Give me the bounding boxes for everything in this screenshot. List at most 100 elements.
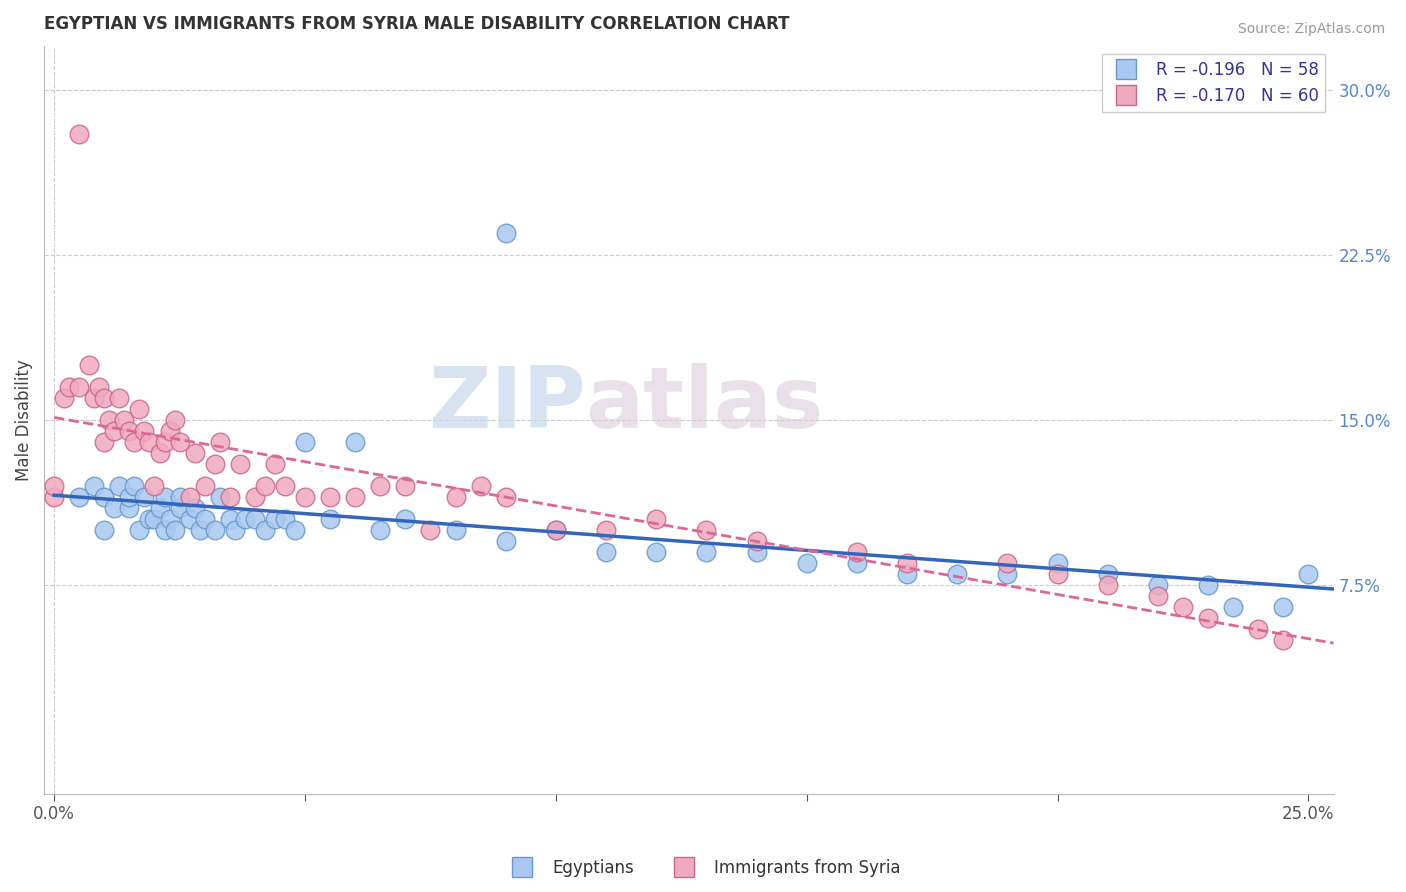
Point: [194, 511, 217, 525]
Point: [163, 412, 186, 426]
Point: [108, 478, 131, 492]
Point: [695, 544, 717, 558]
Point: [179, 511, 201, 525]
Point: [44, 490, 66, 504]
Point: [796, 556, 818, 570]
Point: [1272, 632, 1295, 647]
Point: [419, 523, 441, 537]
Point: [495, 533, 517, 548]
Point: [253, 478, 276, 492]
Point: [284, 523, 307, 537]
Point: [1147, 577, 1170, 591]
Legend: Egyptians, Immigrants from Syria: Egyptians, Immigrants from Syria: [499, 853, 907, 884]
Point: [194, 478, 217, 492]
Point: [544, 523, 567, 537]
Point: [93, 490, 115, 504]
Point: [1272, 599, 1295, 614]
Point: [148, 500, 170, 515]
Point: [495, 226, 517, 240]
Point: [1222, 599, 1244, 614]
Point: [128, 401, 150, 416]
Point: [53, 391, 76, 405]
Point: [319, 511, 342, 525]
Point: [67, 490, 90, 504]
Point: [253, 523, 276, 537]
Y-axis label: Male Disability: Male Disability: [15, 359, 32, 481]
Point: [118, 490, 141, 504]
Point: [274, 511, 297, 525]
Point: [143, 478, 166, 492]
Point: [243, 490, 266, 504]
Point: [153, 434, 176, 449]
Point: [183, 445, 205, 459]
Point: [394, 511, 416, 525]
Point: [695, 523, 717, 537]
Point: [138, 511, 160, 525]
Point: [264, 457, 287, 471]
Point: [1046, 556, 1069, 570]
Point: [134, 424, 156, 438]
Point: [1147, 589, 1170, 603]
Point: [368, 523, 391, 537]
Point: [1197, 610, 1219, 624]
Point: [153, 490, 176, 504]
Point: [845, 556, 868, 570]
Point: [495, 490, 517, 504]
Point: [143, 511, 166, 525]
Point: [112, 412, 135, 426]
Point: [1171, 599, 1194, 614]
Point: [394, 478, 416, 492]
Point: [470, 478, 492, 492]
Point: [645, 544, 668, 558]
Point: [44, 478, 66, 492]
Point: [169, 500, 191, 515]
Point: [103, 424, 125, 438]
Point: [67, 127, 90, 141]
Point: [93, 523, 115, 537]
Point: [595, 523, 617, 537]
Point: [444, 523, 467, 537]
Point: [89, 379, 111, 393]
Point: [896, 566, 918, 581]
Point: [118, 424, 141, 438]
Point: [108, 391, 131, 405]
Point: [896, 556, 918, 570]
Point: [1097, 577, 1119, 591]
Point: [1197, 577, 1219, 591]
Point: [544, 523, 567, 537]
Point: [77, 358, 100, 372]
Legend: R = -0.196   N = 58, R = -0.170   N = 60: R = -0.196 N = 58, R = -0.170 N = 60: [1102, 54, 1326, 112]
Point: [274, 478, 297, 492]
Point: [67, 379, 90, 393]
Point: [169, 490, 191, 504]
Point: [93, 434, 115, 449]
Point: [845, 544, 868, 558]
Point: [208, 434, 231, 449]
Point: [103, 500, 125, 515]
Point: [153, 523, 176, 537]
Text: Source: ZipAtlas.com: Source: ZipAtlas.com: [1237, 22, 1385, 37]
Point: [208, 490, 231, 504]
Point: [344, 434, 367, 449]
Point: [118, 500, 141, 515]
Point: [138, 434, 160, 449]
Point: [204, 523, 226, 537]
Point: [128, 523, 150, 537]
Point: [159, 424, 181, 438]
Point: [179, 490, 201, 504]
Point: [183, 500, 205, 515]
Point: [997, 556, 1019, 570]
Point: [148, 445, 170, 459]
Point: [163, 523, 186, 537]
Point: [83, 478, 105, 492]
Point: [294, 434, 316, 449]
Point: [233, 511, 256, 525]
Point: [319, 490, 342, 504]
Point: [83, 391, 105, 405]
Point: [645, 511, 668, 525]
Point: [204, 457, 226, 471]
Point: [98, 412, 121, 426]
Point: [58, 379, 80, 393]
Text: ZIP: ZIP: [427, 363, 586, 446]
Point: [1247, 622, 1270, 636]
